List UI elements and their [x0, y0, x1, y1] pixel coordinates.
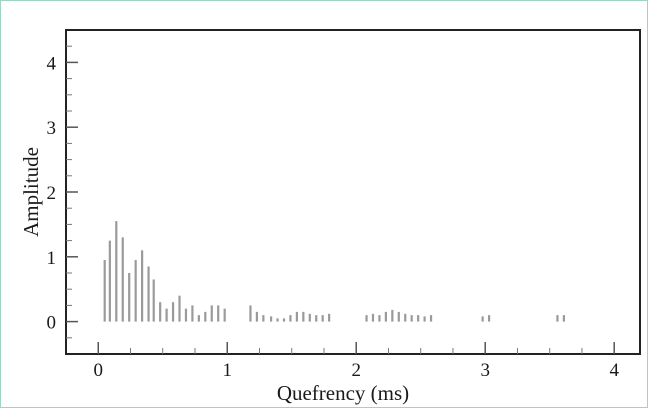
bar-group: [103, 221, 565, 322]
tick-group: 0 1 2 3 4 0 1 2 3 4: [47, 45, 619, 381]
x-tick-label: 1: [222, 360, 232, 381]
plot-area: [65, 29, 641, 355]
y-tick-label: 2: [47, 183, 57, 204]
x-tick-label: 2: [351, 360, 361, 381]
x-tick-label: 3: [480, 360, 490, 381]
x-tick-label: 0: [93, 360, 103, 381]
y-axis-label: Amplitude: [19, 147, 43, 237]
x-tick-label: 4: [609, 360, 619, 381]
y-tick-label: 4: [47, 53, 57, 74]
y-tick-label: 1: [47, 248, 57, 269]
x-axis-label: Quefrency (ms): [277, 381, 409, 405]
y-tick-label: 3: [47, 118, 57, 139]
y-tick-label: 0: [47, 313, 57, 334]
